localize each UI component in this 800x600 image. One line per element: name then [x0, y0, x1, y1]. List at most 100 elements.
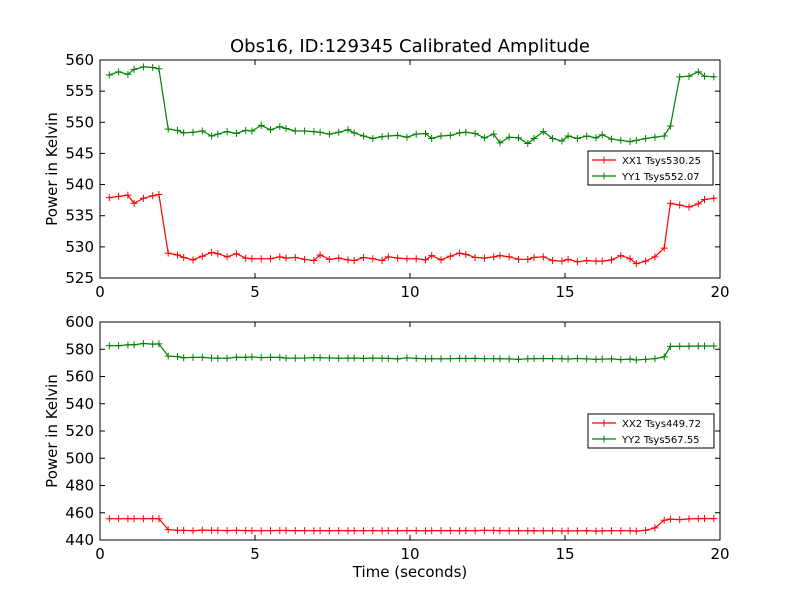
data-point	[335, 128, 343, 136]
data-point	[617, 252, 625, 260]
data-point	[573, 134, 581, 142]
data-point	[267, 126, 274, 134]
y-tick-label: 530	[65, 238, 94, 256]
data-point	[403, 255, 411, 263]
data-point	[174, 126, 181, 134]
legend-label: YY1 Tsys552.07	[621, 172, 700, 183]
data-point	[155, 191, 163, 199]
data-point	[223, 527, 231, 535]
data-point	[592, 257, 600, 265]
data-point	[462, 250, 470, 258]
data-point	[369, 354, 377, 362]
data-point	[666, 515, 674, 523]
data-point	[115, 68, 123, 76]
data-point	[642, 355, 650, 363]
data-point	[115, 342, 123, 350]
data-point	[350, 129, 358, 137]
legend-marker	[600, 172, 608, 180]
data-point	[564, 527, 572, 535]
data-point	[651, 355, 659, 363]
data-point	[428, 134, 436, 142]
data-point	[282, 254, 290, 262]
y-tick-label: 600	[65, 313, 94, 331]
legend-entry: XX2 Tsys449.72	[592, 419, 701, 430]
data-point	[276, 526, 284, 534]
data-point	[505, 133, 513, 141]
data-point	[642, 526, 650, 534]
data-point	[437, 527, 445, 535]
data-point	[573, 258, 581, 266]
data-point	[446, 131, 454, 139]
data-point	[558, 137, 566, 145]
data-point	[480, 134, 488, 142]
data-point	[490, 526, 498, 534]
legend-marker	[600, 435, 608, 443]
data-point	[428, 527, 436, 535]
data-point	[248, 527, 256, 535]
data-point	[124, 191, 132, 199]
data-point	[701, 196, 708, 204]
data-point	[676, 342, 684, 350]
data-point	[232, 353, 240, 361]
data-point	[223, 253, 231, 261]
data-point	[462, 128, 470, 136]
data-point	[378, 257, 386, 265]
data-point	[223, 354, 231, 362]
data-point	[301, 354, 309, 362]
data-point	[412, 527, 420, 535]
data-point	[573, 527, 581, 535]
data-point	[384, 253, 392, 261]
data-point	[164, 526, 172, 534]
data-point	[189, 256, 197, 264]
data-point	[558, 527, 566, 535]
data-point	[248, 353, 256, 361]
data-point	[422, 527, 429, 535]
data-point	[626, 138, 634, 146]
data-point	[471, 354, 479, 362]
data-point	[676, 73, 684, 81]
data-point	[189, 527, 197, 535]
data-point	[291, 527, 299, 535]
data-point	[592, 134, 600, 142]
data-point	[422, 355, 429, 363]
data-point	[480, 355, 488, 363]
x-tick-label: 15	[555, 545, 574, 563]
data-point	[350, 257, 358, 265]
data-point	[282, 354, 290, 362]
data-point	[267, 527, 274, 535]
data-point	[685, 515, 693, 523]
data-point	[694, 68, 702, 76]
data-point	[651, 133, 659, 141]
y-tick-label: 545	[65, 144, 94, 162]
data-point	[344, 256, 352, 264]
data-point	[608, 527, 615, 535]
data-point	[316, 527, 324, 535]
data-point	[105, 342, 113, 350]
data-point	[214, 130, 222, 138]
data-point	[701, 72, 708, 80]
y-tick-label: 580	[65, 340, 94, 358]
data-point	[325, 354, 333, 362]
data-point	[710, 73, 718, 81]
data-point	[524, 255, 532, 263]
data-point	[291, 354, 299, 362]
data-point	[174, 526, 181, 534]
data-point	[130, 515, 138, 523]
data-point	[496, 527, 504, 535]
data-point	[685, 72, 693, 80]
data-point	[335, 527, 343, 535]
y-tick-label: 550	[65, 113, 94, 131]
x-axis-label: Time (seconds)	[352, 563, 468, 581]
y-tick-label: 560	[65, 51, 94, 69]
x-tick-label: 20	[710, 545, 729, 563]
data-point	[149, 192, 157, 200]
data-point	[490, 355, 498, 363]
data-point	[242, 126, 250, 134]
data-point	[598, 131, 606, 139]
data-point	[549, 355, 557, 363]
data-point	[301, 255, 309, 263]
data-point	[242, 353, 250, 361]
data-point	[539, 253, 547, 261]
data-point	[198, 252, 206, 260]
